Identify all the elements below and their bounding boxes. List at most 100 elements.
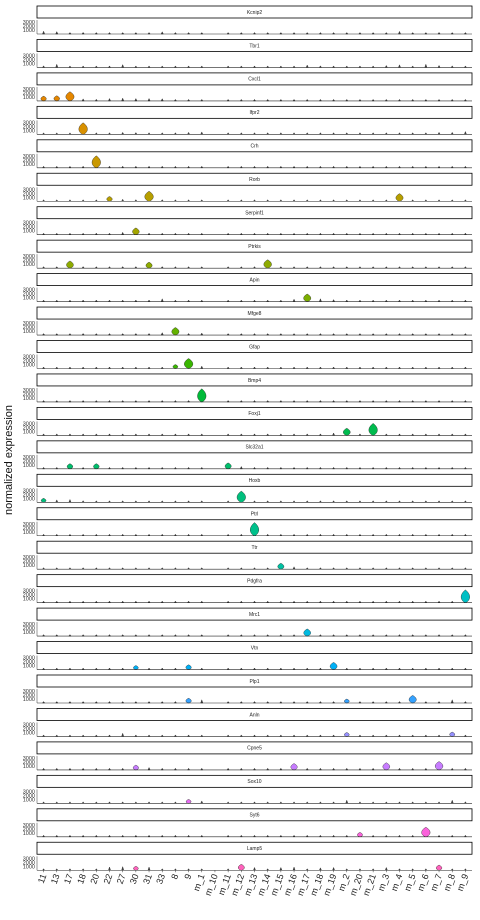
violin-mark xyxy=(121,97,125,102)
y-tick-label: 2000 xyxy=(23,24,35,30)
violin-mark xyxy=(395,193,404,202)
facet-label: Ttr xyxy=(251,545,257,551)
x-tick-labels: 11 13 17 18 20 22 27 30 31 33 8 9m_1m_10m_11m_12m_1… xyxy=(36,870,470,897)
facet-strip xyxy=(36,607,473,621)
facet-strip xyxy=(36,708,473,721)
facet-label: Hoxb xyxy=(249,478,261,484)
violin-mark xyxy=(172,364,179,369)
violin-mark xyxy=(171,327,180,336)
violin-mark xyxy=(197,388,207,403)
facet-strip xyxy=(36,239,473,253)
facet-label: Tbr1 xyxy=(249,43,260,49)
y-tick-label: 2000 xyxy=(23,225,35,231)
y-tick-label: 1000 xyxy=(23,864,35,870)
x-tick-label: m_9 xyxy=(455,873,470,893)
violin-mark xyxy=(91,155,101,168)
violin-mark xyxy=(132,227,140,235)
facet-label: Mrc1 xyxy=(249,612,260,618)
facet-strip xyxy=(36,473,473,487)
facet-strip xyxy=(36,373,473,387)
violin-mark xyxy=(40,498,47,503)
facet-label: Lamp5 xyxy=(247,846,263,852)
facet-strip xyxy=(36,774,473,788)
x-tick-label: 20 xyxy=(88,873,101,886)
violin-mark xyxy=(108,98,111,102)
y-tick-label: 3000 xyxy=(23,254,35,260)
y-tick-label: 1000 xyxy=(23,697,35,703)
facet-strip xyxy=(36,574,473,588)
y-tick-label: 3000 xyxy=(23,555,35,561)
x-tick-label: 31 xyxy=(141,873,154,886)
y-tick-label: 1000 xyxy=(23,797,35,803)
facet-label: Ptrl xyxy=(251,512,259,518)
violin-mark xyxy=(160,98,164,102)
violin-mark xyxy=(318,867,322,871)
violin-mark xyxy=(65,91,75,102)
y-tick-label: 1000 xyxy=(23,831,35,837)
y-tick-label: 3000 xyxy=(23,221,35,227)
y-tick-label: 1000 xyxy=(23,630,35,636)
y-tick-label: 1000 xyxy=(23,128,35,134)
y-tick-label: 3000 xyxy=(23,120,35,126)
violin-mark xyxy=(78,122,88,135)
y-tick-label: 2000 xyxy=(23,124,35,130)
violin-mark xyxy=(147,98,151,102)
facet-strip xyxy=(36,641,473,654)
y-tick-label: 3000 xyxy=(23,187,35,193)
violin-mark xyxy=(450,699,454,704)
facet-label: Cpne5 xyxy=(247,746,262,752)
violin-mark xyxy=(132,764,139,771)
panels: Kcnip2100020003000Tbr1100020003000Cxcl11… xyxy=(23,5,473,871)
y-tick-label: 1000 xyxy=(23,597,35,603)
y-tick-label: 3000 xyxy=(23,656,35,662)
violin-mark xyxy=(277,562,285,570)
violin-mark xyxy=(145,261,153,269)
facet-label: Foxj1 xyxy=(248,411,260,417)
y-tick-label: 3000 xyxy=(23,321,35,327)
violin-mark xyxy=(42,30,45,35)
violin-mark xyxy=(329,662,338,670)
y-tick-label: 3000 xyxy=(23,856,35,862)
y-tick-label: 2000 xyxy=(23,425,35,431)
violin-mark xyxy=(185,697,192,704)
violin-mark xyxy=(435,864,443,871)
y-tick-label: 1000 xyxy=(23,262,35,268)
facet-label: Serpinf1 xyxy=(245,211,264,217)
violin-mark xyxy=(303,628,311,637)
violin-mark xyxy=(55,499,59,503)
x-tick-label: 17 xyxy=(62,873,75,886)
y-tick-label: 3000 xyxy=(23,455,35,461)
y-tick-label: 2000 xyxy=(23,526,35,532)
violin-mark xyxy=(368,423,378,436)
facet-label: Mfge8 xyxy=(248,311,262,317)
facet-label: Plp1 xyxy=(249,679,259,685)
violin-mark xyxy=(398,64,401,68)
y-tick-label: 2000 xyxy=(23,626,35,632)
y-tick-label: 2000 xyxy=(23,860,35,866)
violin-mark xyxy=(133,866,139,871)
violin-mark xyxy=(279,866,283,871)
violin-mark xyxy=(238,864,245,871)
violin-mark xyxy=(344,698,350,704)
violin-mark xyxy=(263,259,272,269)
facet-label: Pdgfra xyxy=(247,578,262,584)
violin-mark xyxy=(66,260,74,269)
facet-strip xyxy=(36,841,473,855)
facet-label: Syt6 xyxy=(249,813,259,819)
violin-mark xyxy=(292,566,296,570)
y-tick-label: 1000 xyxy=(23,329,35,335)
y-tick-label: 1000 xyxy=(23,563,35,569)
violin-mark xyxy=(160,332,164,336)
x-tick-label: 27 xyxy=(115,873,128,886)
facet-strip xyxy=(36,273,473,287)
y-tick-label: 1000 xyxy=(23,764,35,770)
y-tick-label: 2000 xyxy=(23,660,35,666)
y-tick-label: 3000 xyxy=(23,421,35,427)
